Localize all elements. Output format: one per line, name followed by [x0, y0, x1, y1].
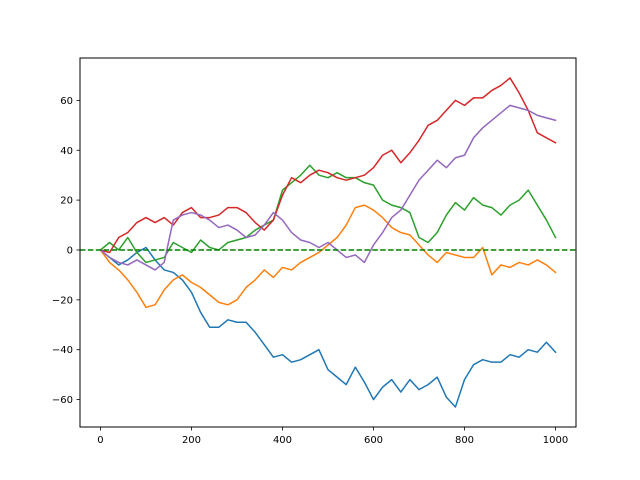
- x-tick-label: 0: [97, 435, 103, 446]
- x-tick-label: 600: [364, 435, 383, 446]
- x-axis: 0 200 400 600 800 1000: [97, 427, 568, 446]
- axes-frame: [79, 57, 577, 428]
- y-tick-label: 20: [60, 196, 73, 207]
- series-line-3: [99, 164, 557, 264]
- series-line-5: [99, 104, 557, 271]
- y-tick-label: 0: [67, 245, 73, 256]
- y-tick-label: 40: [60, 146, 73, 157]
- series-line-1: [99, 246, 557, 408]
- x-tick-label: 1000: [543, 435, 568, 446]
- y-tick-label: −20: [52, 295, 73, 306]
- series-line-4: [99, 77, 557, 254]
- x-tick-label: 800: [455, 435, 474, 446]
- y-tick-label: −40: [52, 345, 73, 356]
- y-axis: −60 −40 −20 0 20 40 60: [52, 96, 80, 406]
- series-layer: [99, 77, 557, 408]
- series-line-2: [99, 204, 557, 309]
- x-tick-label: 400: [273, 435, 292, 446]
- y-tick-label: 60: [60, 96, 73, 107]
- x-tick-label: 200: [182, 435, 201, 446]
- y-tick-label: −60: [52, 395, 73, 406]
